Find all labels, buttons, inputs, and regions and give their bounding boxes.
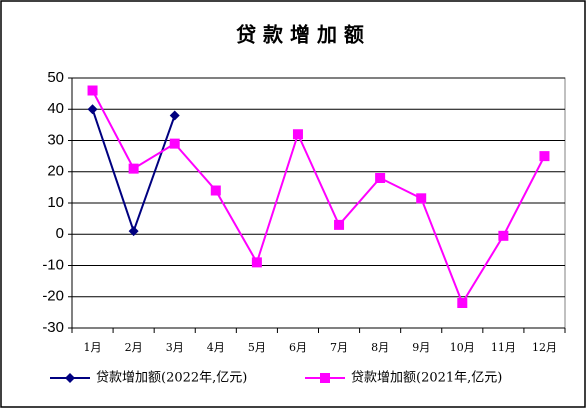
x-tick-label: 9月: [412, 341, 430, 354]
legend-label: 贷款增加额(2022年,亿元): [96, 371, 247, 386]
y-tick-label: -30: [42, 319, 64, 336]
marker: [128, 226, 139, 237]
marker: [65, 373, 75, 383]
marker: [334, 219, 345, 230]
x-tick-label: 4月: [207, 341, 225, 354]
y-tick-label: 0: [56, 225, 64, 242]
marker: [416, 193, 427, 204]
x-tick-label: 7月: [330, 341, 348, 354]
x-tick-label: 12月: [532, 341, 557, 354]
x-tick-label: 8月: [371, 341, 389, 354]
marker: [292, 129, 303, 140]
marker: [251, 257, 262, 268]
x-tick-label: 11月: [491, 341, 516, 354]
marker: [87, 104, 98, 115]
x-tick-label: 3月: [166, 341, 184, 354]
chart-title: 贷 款 增 加 额: [236, 23, 364, 47]
y-tick-label: 20: [47, 163, 64, 180]
x-tick-label: 2月: [125, 341, 143, 354]
y-tick-label: 10: [47, 194, 64, 211]
y-tick-label: -10: [42, 256, 64, 273]
marker: [128, 163, 139, 174]
marker: [498, 230, 509, 241]
x-tick-label: 6月: [289, 341, 307, 354]
marker: [539, 151, 550, 162]
marker: [87, 85, 98, 96]
marker: [457, 298, 468, 308]
y-tick-label: 50: [47, 69, 64, 86]
x-tick-label: 5月: [248, 341, 266, 354]
series-line: [91, 90, 546, 306]
legend-label: 贷款增加额(2021年,亿元): [351, 371, 502, 386]
marker: [320, 373, 330, 383]
marker: [169, 110, 180, 121]
x-tick-label: 10月: [450, 341, 475, 354]
marker: [169, 138, 180, 149]
marker: [210, 185, 221, 196]
marker: [375, 173, 386, 183]
y-tick-label: 30: [47, 131, 64, 148]
x-tick-label: 1月: [84, 341, 102, 354]
y-tick-label: 40: [47, 100, 64, 117]
y-tick-label: -20: [42, 288, 64, 305]
